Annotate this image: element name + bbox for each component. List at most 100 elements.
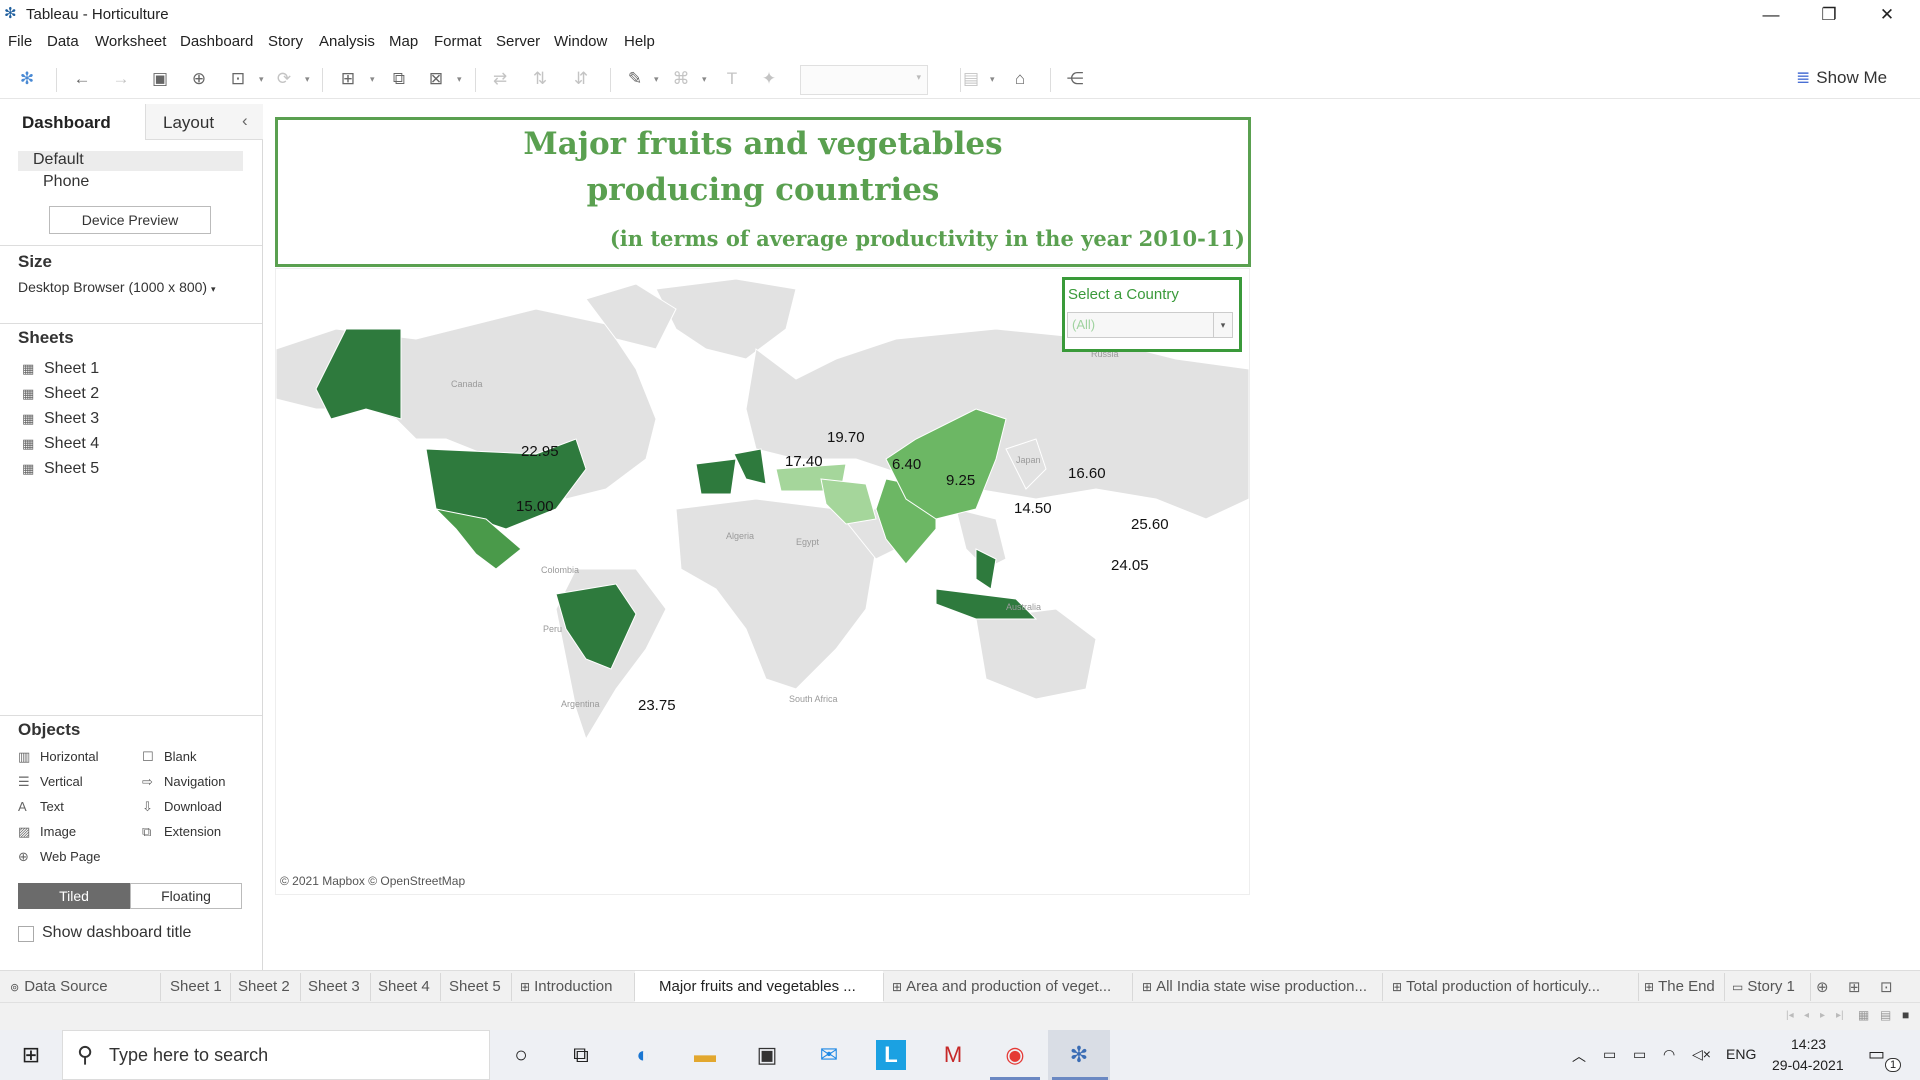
tab-sheet-5[interactable]: Sheet 5 — [449, 978, 501, 995]
windows-start-icon[interactable]: ⊞ — [21, 1042, 41, 1067]
pin-icon[interactable]: ✦ — [761, 69, 777, 88]
object-download[interactable]: ⇩ Download — [142, 799, 222, 814]
device-phone[interactable]: Phone — [43, 173, 90, 190]
store-icon[interactable]: ▣ — [756, 1042, 778, 1067]
fit-icon[interactable]: ▤ — [962, 69, 980, 88]
menu-map[interactable]: Map — [389, 33, 419, 50]
object-extension[interactable]: ⧉ Extension — [142, 824, 222, 839]
tab-story-1[interactable]: ▭ Story 1 — [1732, 978, 1795, 995]
close-button[interactable]: ✕ — [1879, 5, 1895, 24]
new-sheet-icon[interactable]: ⊞ — [340, 69, 356, 88]
region-indonesia[interactable] — [935, 588, 1038, 620]
menu-format[interactable]: Format — [434, 33, 482, 50]
region-spain[interactable] — [695, 458, 737, 495]
fit-dropdown[interactable]: ▾ — [800, 65, 928, 95]
notifications-icon[interactable]: ▭ — [1868, 1044, 1886, 1064]
menu-worksheet[interactable]: Worksheet — [95, 33, 167, 50]
pause-updates-icon[interactable]: ⊡ — [230, 69, 246, 88]
region-alaska[interactable] — [315, 328, 402, 420]
tab-state-wise[interactable]: ⊞ All India state wise production... — [1142, 978, 1368, 995]
new-dashboard-icon[interactable]: ⊞ — [1848, 979, 1861, 996]
tab-sheet-1[interactable]: Sheet 1 — [170, 978, 222, 995]
refresh-icon[interactable]: ⟳ — [276, 69, 292, 88]
sort-ascending-icon[interactable]: ⇅ — [532, 69, 548, 88]
sorter-view-icon[interactable]: ▦ — [1858, 1008, 1870, 1022]
object-navigation[interactable]: ⇨ Navigation — [142, 774, 226, 789]
share-icon[interactable]: ⋲ — [1066, 69, 1084, 88]
menu-server[interactable]: Server — [496, 33, 541, 50]
wifi-icon[interactable]: ◠ — [1663, 1046, 1676, 1062]
region-china[interactable] — [885, 408, 1007, 520]
volume-muted-icon[interactable]: ◁× — [1692, 1046, 1711, 1062]
object-horizontal[interactable]: ▥ Horizontal — [18, 749, 99, 764]
new-story-icon[interactable]: ⊡ — [1880, 979, 1893, 996]
menu-help[interactable]: Help — [624, 33, 655, 50]
prev-sheet-icon[interactable]: ◂ — [1804, 1010, 1810, 1021]
tab-sheet-4[interactable]: Sheet 4 — [378, 978, 430, 995]
object-text[interactable]: A Text — [18, 799, 64, 814]
menu-file[interactable]: File — [8, 33, 33, 50]
mcafee-icon[interactable]: M — [943, 1042, 963, 1067]
tab-the-end[interactable]: ⊞ The End — [1644, 978, 1715, 995]
edge-icon[interactable]: ◐ — [636, 1042, 650, 1067]
first-sheet-icon[interactable]: |◂ — [1786, 1010, 1794, 1021]
tab-introduction[interactable]: ⊞ Introduction — [520, 978, 613, 995]
region-italy[interactable] — [733, 448, 767, 485]
menu-dashboard[interactable]: Dashboard — [180, 33, 254, 50]
tab-area-production[interactable]: ⊞ Area and production of veget... — [892, 978, 1112, 995]
new-worksheet-icon[interactable]: ⊕ — [1816, 979, 1829, 996]
object-blank[interactable]: ☐ Blank — [142, 749, 197, 764]
film-strip-icon[interactable]: ▤ — [1880, 1008, 1892, 1022]
tiled-button[interactable]: Tiled — [18, 883, 130, 909]
clear-icon[interactable]: ⊠ — [428, 69, 444, 88]
region-iran[interactable] — [820, 478, 877, 525]
tab-data-source[interactable]: ⊚ Data Source — [10, 978, 108, 995]
show-me-button[interactable]: ≣ Show Me — [1796, 68, 1888, 87]
object-web-page[interactable]: ⊕ Web Page — [18, 849, 101, 864]
cortana-icon[interactable]: ○ — [514, 1042, 528, 1067]
object-image[interactable]: ▨ Image — [18, 824, 77, 839]
tableau-icon[interactable]: ✻ — [1069, 1042, 1089, 1067]
presentation-icon[interactable]: ⌂ — [1014, 69, 1026, 88]
save-icon[interactable]: ▣ — [151, 69, 169, 88]
sheet-item[interactable]: ▦ Sheet 5 — [22, 460, 100, 477]
tab-major-fruits[interactable]: Major fruits and vegetables ... — [635, 971, 883, 1002]
highlight-icon[interactable]: ✎ — [627, 69, 643, 88]
language-indicator[interactable]: ENG — [1726, 1046, 1757, 1062]
menu-story[interactable]: Story — [268, 33, 304, 50]
map-canvas[interactable] — [276, 269, 1249, 894]
tray-chevron-up-icon[interactable]: ︿ — [1572, 1048, 1586, 1064]
size-dropdown[interactable]: Desktop Browser (1000 x 800) ▾ — [18, 279, 216, 295]
region-vietnam[interactable] — [975, 548, 997, 590]
next-sheet-icon[interactable]: ▸ — [1820, 1010, 1826, 1021]
chevron-down-icon[interactable]: ▾ — [1213, 313, 1232, 337]
device-default[interactable] — [18, 151, 243, 171]
labels-icon[interactable]: T — [726, 69, 738, 88]
swap-icon[interactable]: ⇄ — [492, 69, 508, 88]
world-map[interactable]: Canada Russia Algeria Egypt Colombia Per… — [275, 268, 1250, 895]
object-vertical[interactable]: ☰ Vertical — [18, 774, 83, 789]
tab-layout[interactable]: Layout ‹ — [145, 104, 263, 140]
minimize-button[interactable]: — — [1762, 5, 1780, 24]
clock-date[interactable]: 29-04-2021 — [1772, 1057, 1844, 1073]
region-brazil[interactable] — [555, 583, 637, 670]
tabs-view-icon[interactable]: ■ — [1902, 1008, 1910, 1022]
region-mexico[interactable] — [434, 508, 522, 570]
redo-icon[interactable]: → — [112, 69, 130, 88]
country-filter-dropdown[interactable]: (All) ▾ — [1067, 312, 1233, 338]
last-sheet-icon[interactable]: ▸| — [1836, 1010, 1844, 1021]
floating-button[interactable]: Floating — [130, 883, 242, 909]
tableau-logo-icon[interactable]: ✻ — [19, 69, 35, 88]
collapse-panel-icon[interactable]: ‹ — [242, 111, 248, 130]
device-preview-button[interactable]: Device Preview — [49, 206, 211, 234]
sheet-item[interactable]: ▦ Sheet 2 — [22, 385, 100, 402]
sort-descending-icon[interactable]: ⇵ — [573, 69, 589, 88]
show-title-checkbox[interactable] — [18, 926, 34, 942]
sheet-item[interactable]: ▦ Sheet 3 — [22, 410, 100, 427]
new-data-source-icon[interactable]: ⊕ — [191, 69, 207, 88]
restore-button[interactable]: ❐ — [1821, 5, 1837, 24]
menu-analysis[interactable]: Analysis — [319, 33, 375, 50]
mail-icon[interactable]: ✉ — [819, 1042, 839, 1067]
taskbar-search[interactable]: ⚲ Type here to search — [62, 1030, 490, 1080]
battery-icon[interactable]: ▭ — [1633, 1046, 1647, 1062]
